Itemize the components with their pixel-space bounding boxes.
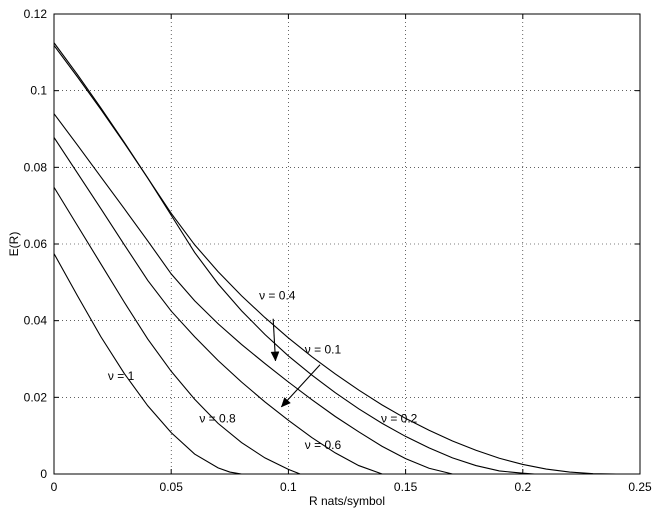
series-line xyxy=(53,186,301,475)
annotation-arrow xyxy=(280,364,321,408)
y-tick-label: 0.1 xyxy=(30,84,47,98)
x-tick-label: 0.1 xyxy=(280,480,297,494)
arrowhead xyxy=(270,351,280,362)
annotation-label: ν = 1 xyxy=(108,369,135,383)
axis-ticks xyxy=(53,13,641,475)
x-tick-label: 0.15 xyxy=(394,480,418,494)
annotation-label: ν = 0.1 xyxy=(305,342,342,356)
y-tick-label: 0 xyxy=(40,467,47,481)
grid-lines xyxy=(54,14,640,474)
y-tick-label: 0.12 xyxy=(24,7,48,21)
series-line xyxy=(53,137,383,475)
annotation-label: ν = 0.6 xyxy=(305,438,342,452)
y-tick-label: 0.04 xyxy=(24,314,48,328)
x-tick-label: 0.2 xyxy=(514,480,531,494)
y-axis-title: E(R) xyxy=(7,232,21,257)
arrowhead xyxy=(280,397,291,408)
x-tick-label: 0.25 xyxy=(628,480,652,494)
tick-labels: 0 0.05 0.1 0.15 0.2 0.25 0 0.02 0.04 0.06 0.08 0.1 0… xyxy=(24,7,652,494)
annotation-label: ν = 0.4 xyxy=(259,289,296,303)
series-line xyxy=(53,45,617,475)
series-line xyxy=(53,253,242,475)
plot-frame xyxy=(53,13,641,475)
annotation-label: ν = 0.8 xyxy=(199,411,236,425)
x-axis-title: R nats/symbol xyxy=(309,494,385,508)
annotation-label: ν = 0.2 xyxy=(381,411,418,425)
x-tick-label: 0.05 xyxy=(160,480,184,494)
x-tick-label: 0 xyxy=(51,480,58,494)
series-line xyxy=(53,113,453,475)
series-line xyxy=(53,42,535,475)
annotations: ν = 0.4 ν = 0.1 ν = 1 ν = 0.8 ν = 0.6 ν = 0.2 xyxy=(108,289,418,453)
y-tick-label: 0.06 xyxy=(24,237,48,251)
y-tick-label: 0.02 xyxy=(24,390,48,404)
y-tick-label: 0.08 xyxy=(24,160,48,174)
series-curves xyxy=(53,42,617,475)
